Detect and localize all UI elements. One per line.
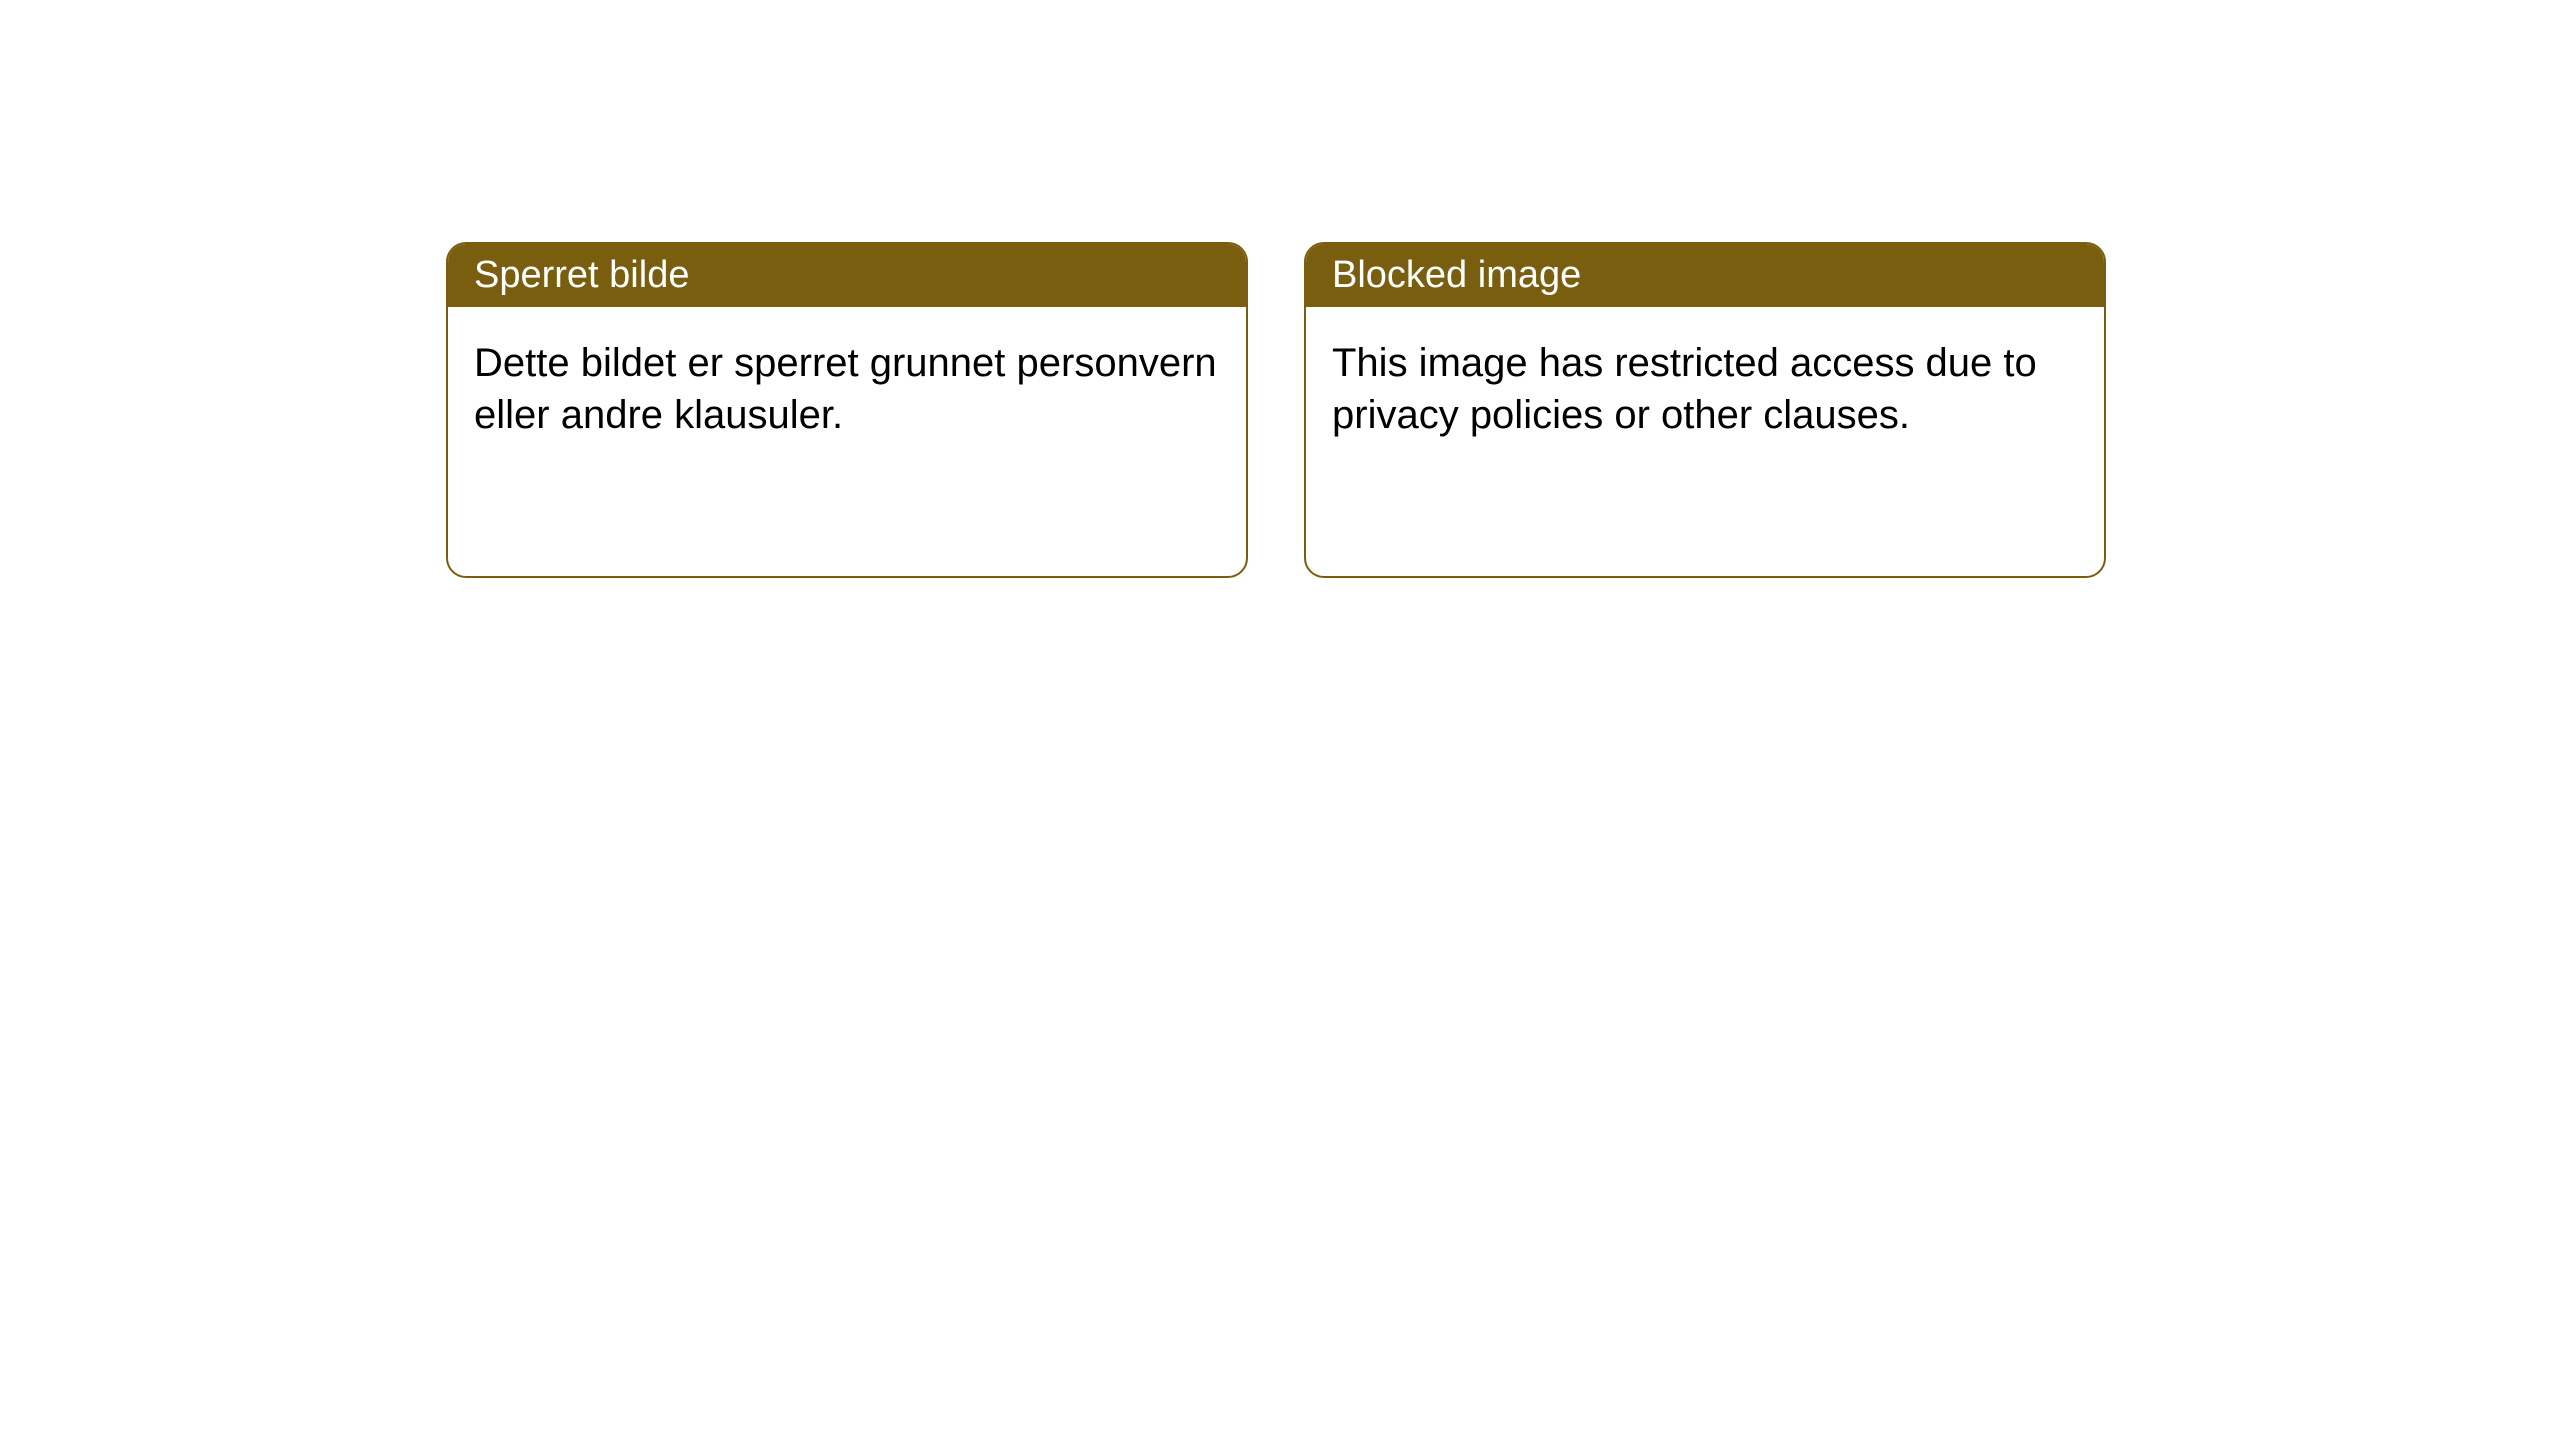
notice-body: Dette bildet er sperret grunnet personve… [448, 307, 1246, 471]
notice-card-english: Blocked image This image has restricted … [1304, 242, 2106, 578]
notice-title: Sperret bilde [448, 244, 1246, 307]
notice-container: Sperret bilde Dette bildet er sperret gr… [0, 0, 2560, 578]
notice-body: This image has restricted access due to … [1306, 307, 2104, 471]
notice-title: Blocked image [1306, 244, 2104, 307]
notice-card-norwegian: Sperret bilde Dette bildet er sperret gr… [446, 242, 1248, 578]
